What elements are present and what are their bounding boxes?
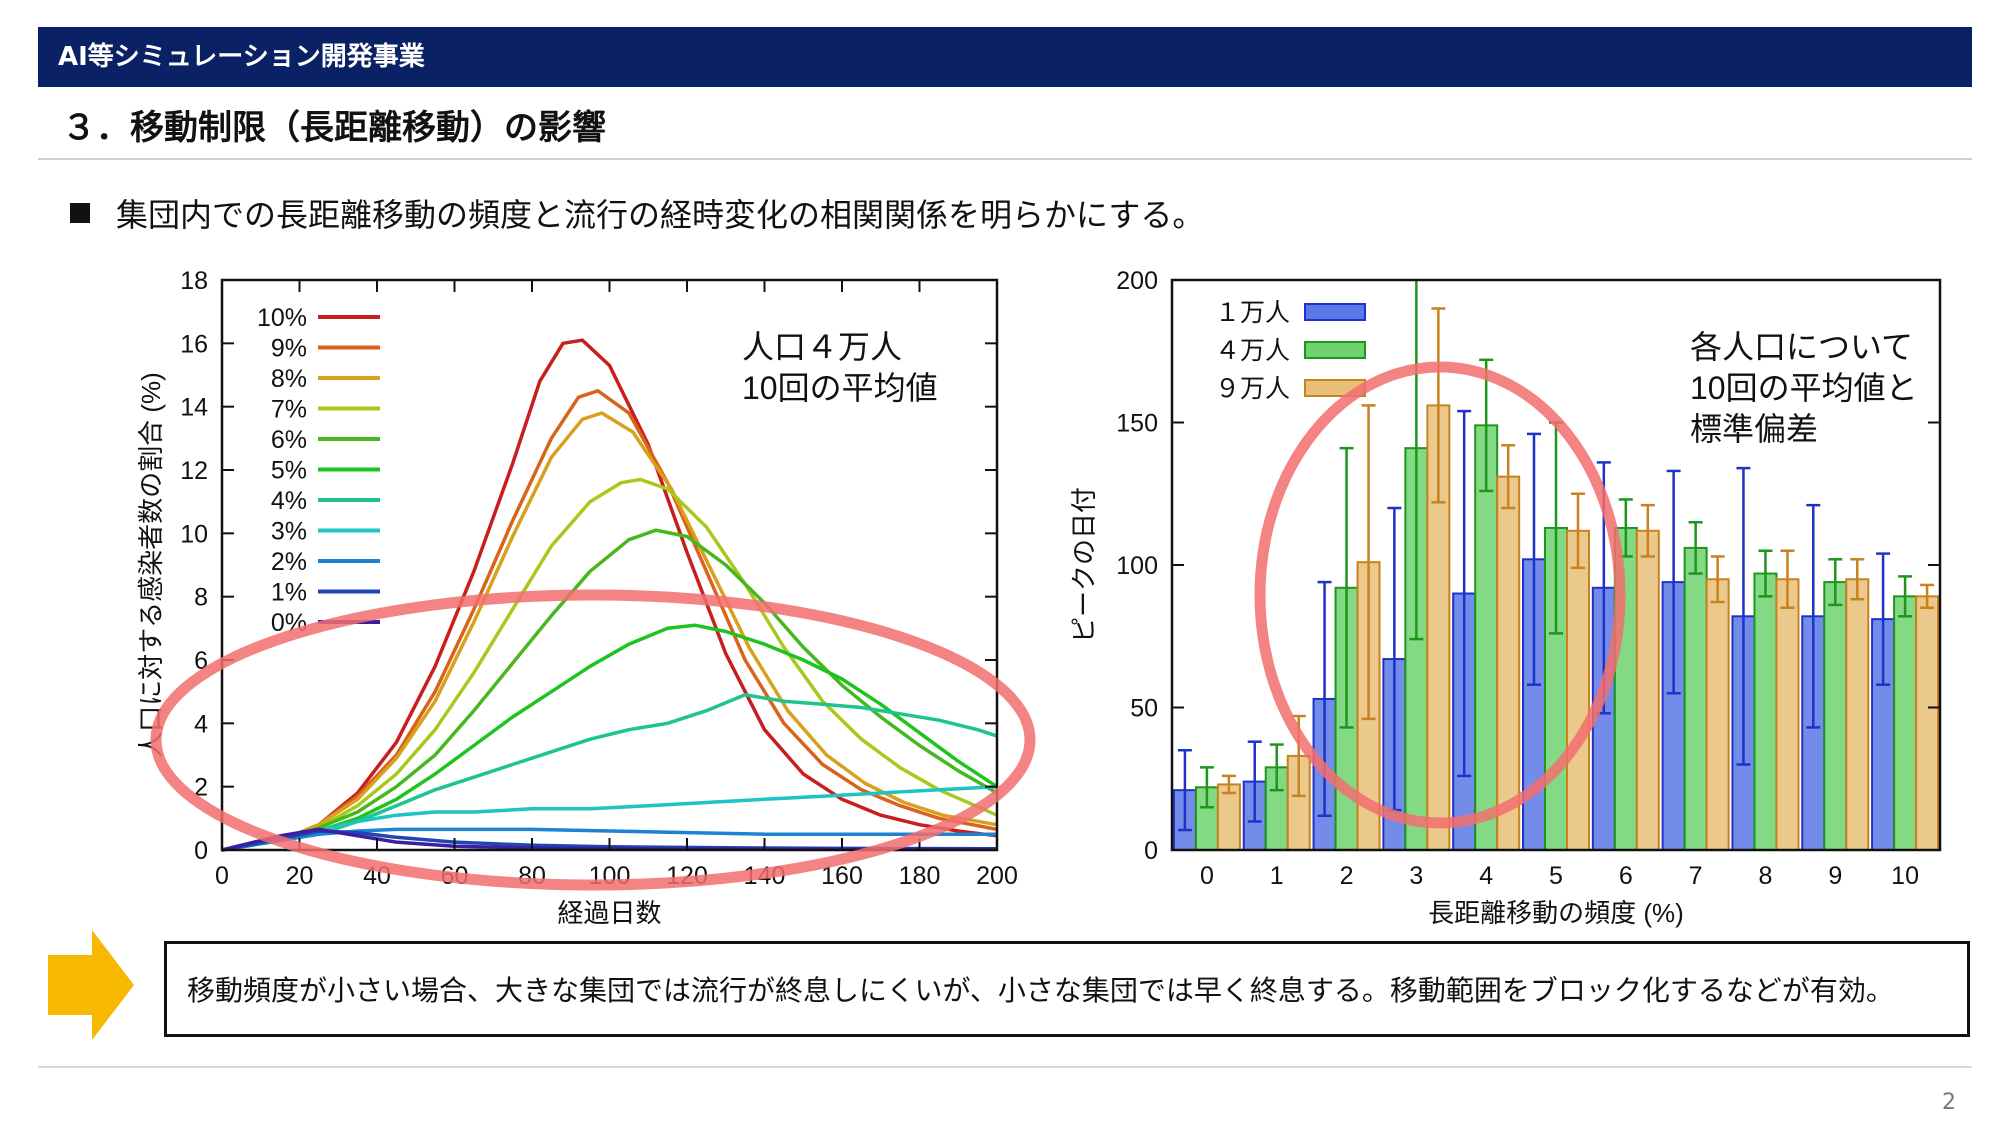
line-annotation-text: 10回の平均値: [742, 370, 938, 406]
bar-annotation-text: 10回の平均値と: [1690, 370, 1918, 406]
header-banner: AI等シミュレーション開発事業: [38, 27, 1972, 87]
line-series-7: [221, 784, 998, 852]
bar-legend-label: ４万人: [1215, 337, 1290, 365]
page-number: 2: [1942, 1090, 1956, 1115]
bar-ytick-label: 0: [1144, 837, 1158, 865]
bar-2-4: [1496, 475, 1521, 851]
line-legend-label: 1%: [271, 579, 307, 607]
line-y-axis-title: 人口に対する感染者数の割合 (%): [136, 372, 166, 758]
arrow-right-icon: [48, 930, 134, 1040]
line-xtick-label: 180: [899, 862, 941, 890]
line-ytick-label: 14: [180, 394, 208, 422]
line-legend-label: 3%: [271, 518, 307, 546]
bar-1-10: [1893, 595, 1918, 851]
bar-ytick-label: 150: [1116, 410, 1158, 438]
line-series-6: [221, 693, 998, 852]
banner-title: AI等シミュレーション開発事業: [58, 42, 425, 72]
bar-annotation-text: 各人口について: [1690, 329, 1913, 365]
bar-2-9: [1845, 578, 1870, 851]
line-legend-label: 6%: [271, 426, 307, 454]
bar-y-axis-title: ピークの日付: [1069, 487, 1099, 643]
line-series-0: [221, 338, 998, 852]
bar-xtick-label: 5: [1549, 862, 1563, 890]
line-xtick-label: 20: [286, 862, 314, 890]
conclusion-text: 移動頻度が小さい場合、大きな集団では流行が終息しにくいが、小さな集団では早く終息…: [187, 974, 1894, 1007]
line-legend-label: 10%: [257, 304, 307, 332]
line-legend-label: 5%: [271, 457, 307, 485]
bar-xtick-label: 3: [1409, 862, 1423, 890]
bar-xtick-label: 2: [1340, 862, 1354, 890]
line-ytick-label: 10: [180, 520, 208, 548]
bar-2-7: [1705, 578, 1730, 851]
bar-x-axis-title: 長距離移動の頻度 (%): [1428, 898, 1684, 928]
bar-2-5: [1566, 529, 1590, 851]
line-xtick-label: 200: [976, 862, 1018, 890]
bar-xtick-label: 10: [1891, 862, 1919, 890]
bar-xtick-label: 9: [1828, 862, 1842, 890]
line-annotation-text: 人口４万人: [742, 329, 902, 365]
bar-1-7: [1683, 546, 1708, 852]
bar-legend-label: ９万人: [1215, 375, 1290, 403]
line-ytick-label: 4: [194, 710, 208, 738]
line-legend-label: 9%: [271, 335, 307, 363]
conclusion-box: 移動頻度が小さい場合、大きな集団では流行が終息しにくいが、小さな集団では早く終息…: [164, 941, 1970, 1037]
bar-xtick-label: 6: [1619, 862, 1633, 890]
highlight-ellipse-line-chart: [150, 589, 1036, 891]
line-x-axis-title: 経過日数: [557, 898, 661, 928]
line-ytick-label: 12: [180, 457, 208, 485]
header-divider: [38, 158, 1972, 160]
bar-2-10: [1915, 595, 1940, 851]
line-ytick-label: 18: [180, 267, 208, 295]
bar-legend-swatch: [1304, 303, 1366, 321]
bar-ytick-label: 50: [1130, 695, 1158, 723]
section-title: ３．移動制限（長距離移動）の影響: [62, 108, 606, 148]
bar-legend-swatch: [1304, 341, 1366, 359]
highlight-ellipse-bar-chart: [1254, 361, 1626, 829]
bar-legend-label: １万人: [1215, 299, 1290, 327]
line-xtick-label: 0: [215, 862, 229, 890]
line-series-5: [221, 623, 998, 852]
bullet-point: 集団内での長距離移動の頻度と流行の経時変化の相関関係を明らかにする。: [70, 190, 1204, 236]
line-ytick-label: 0: [194, 837, 208, 865]
line-series-8: [221, 827, 997, 852]
bullet-square-icon: [70, 203, 90, 223]
line-series-1: [221, 389, 998, 852]
line-series-2: [221, 411, 998, 852]
line-series-4: [221, 528, 998, 852]
bar-xtick-label: 8: [1759, 862, 1773, 890]
line-ytick-label: 8: [194, 584, 208, 612]
line-legend-label: 7%: [271, 396, 307, 424]
bar-2-6: [1635, 529, 1660, 851]
bar-ytick-label: 100: [1116, 552, 1158, 580]
bar-2-8: [1775, 578, 1800, 851]
bar-xtick-label: 7: [1689, 862, 1703, 890]
bullet-text: 集団内での長距離移動の頻度と流行の経時変化の相関関係を明らかにする。: [116, 196, 1205, 234]
line-series-3: [221, 477, 998, 852]
line-legend-label: 4%: [271, 487, 307, 515]
bar-xtick-label: 4: [1479, 862, 1493, 890]
line-legend-label: 2%: [271, 548, 307, 576]
bar-xtick-label: 0: [1200, 862, 1214, 890]
footer-divider: [38, 1066, 1972, 1068]
bar-xtick-label: 1: [1270, 862, 1284, 890]
bar-ytick-label: 200: [1116, 267, 1158, 295]
bar-1-8: [1753, 572, 1778, 851]
bar-annotation-text: 標準偏差: [1690, 411, 1818, 447]
line-legend-label: 8%: [271, 365, 307, 393]
line-ytick-label: 16: [180, 330, 208, 358]
bar-1-9: [1823, 581, 1848, 851]
line-ytick-label: 2: [194, 774, 208, 802]
bar-2-0: [1216, 783, 1241, 852]
